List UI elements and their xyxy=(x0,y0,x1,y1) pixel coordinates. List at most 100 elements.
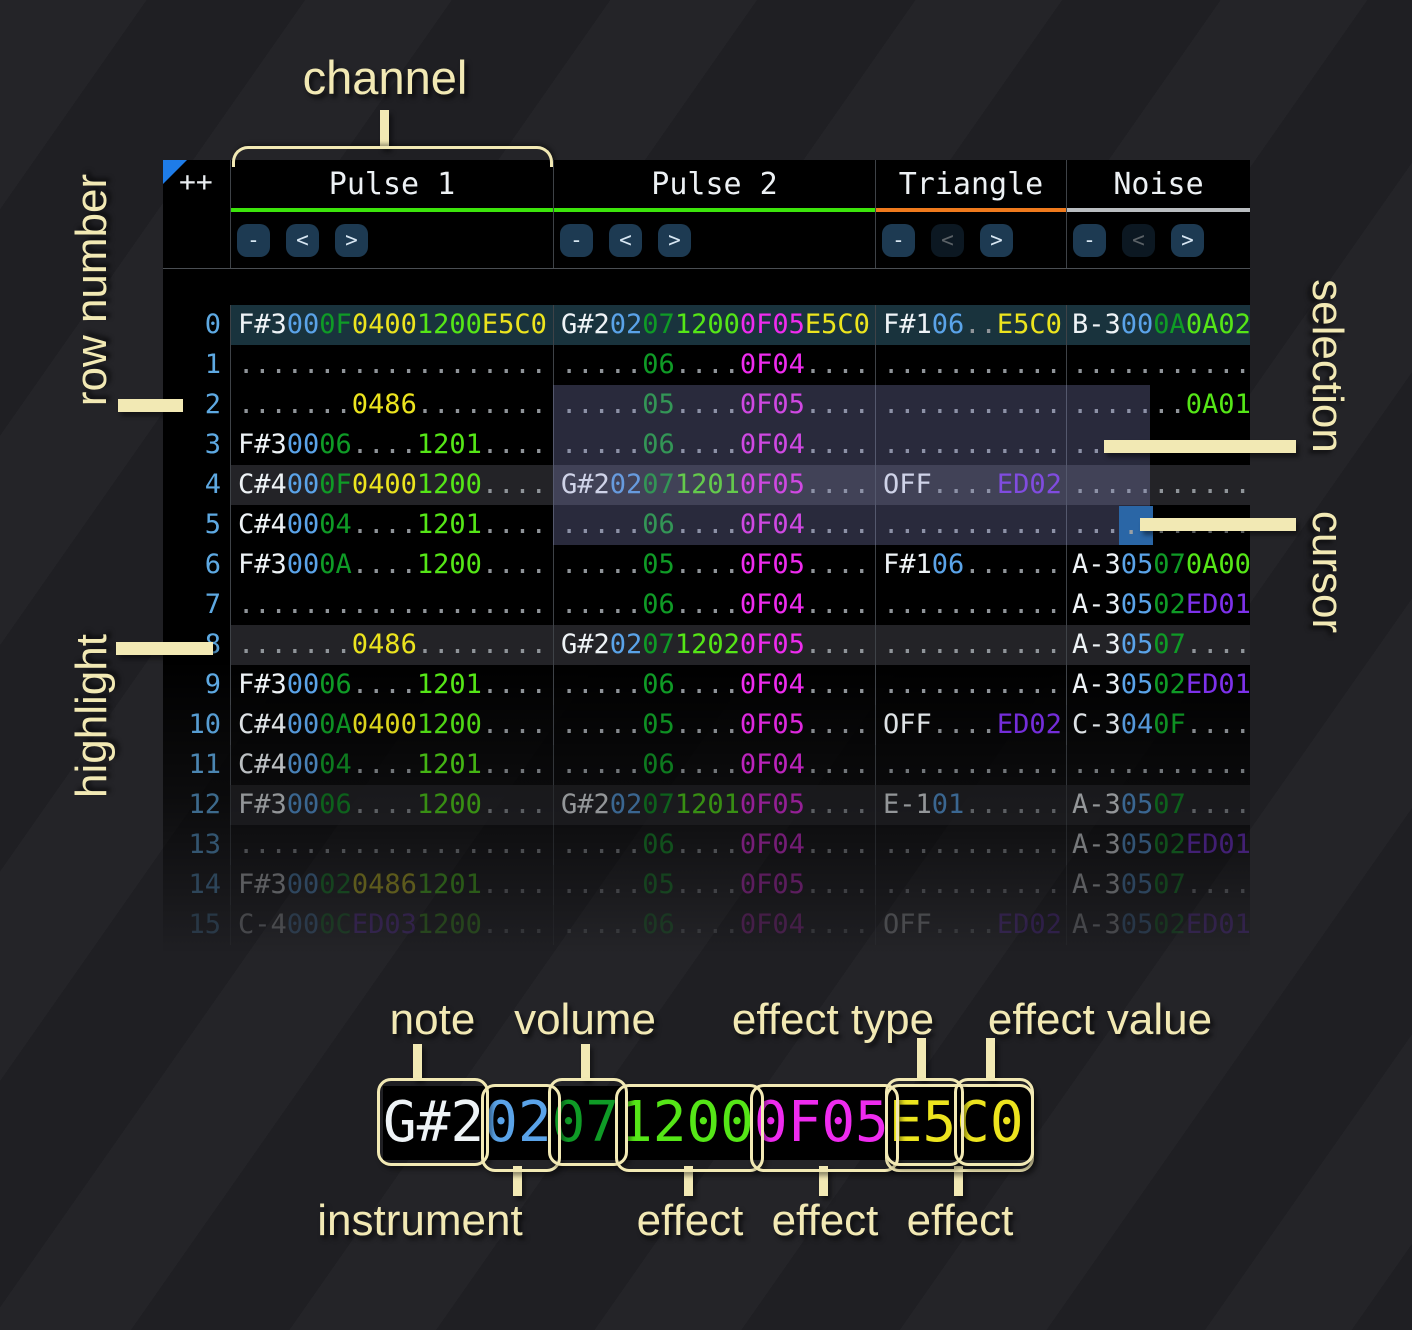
cell-pulse2-row-11[interactable]: .....06....0F04.... xyxy=(553,745,875,785)
row-number-15[interactable]: 15 xyxy=(188,909,221,940)
pulse1-left-arrow-button[interactable]: < xyxy=(286,223,319,257)
cell-pulse2-row-14[interactable]: .....05....0F05.... xyxy=(553,865,875,905)
cell-noise-row-1[interactable]: ........... xyxy=(1066,345,1250,385)
noise-minus-button[interactable]: - xyxy=(1073,223,1106,257)
cell-triangle-row-10[interactable]: OFF....ED02 xyxy=(875,705,1066,745)
cell-pulse2-row-5[interactable]: .....06....0F04.... xyxy=(553,505,875,545)
cell-pulse2-row-6[interactable]: .....05....0F05.... xyxy=(553,545,875,585)
row-number-6[interactable]: 6 xyxy=(204,549,221,580)
row-number-12[interactable]: 12 xyxy=(188,789,221,820)
cell-noise-row-12[interactable]: A-30507.... xyxy=(1066,785,1250,825)
cell-triangle-row-12[interactable]: E-101...... xyxy=(875,785,1066,825)
cell-noise-row-13[interactable]: A-30502ED01 xyxy=(1066,825,1250,865)
cell-pulse2-row-15[interactable]: .....06....0F04.... xyxy=(553,905,875,945)
cell-pulse1-row-4[interactable]: C#4000F04001200.... xyxy=(230,465,553,505)
row-number-7[interactable]: 7 xyxy=(204,589,221,620)
cell-triangle-row-11[interactable]: ........... xyxy=(875,745,1066,785)
cell-pulse2-row-9[interactable]: .....06....0F04.... xyxy=(553,665,875,705)
cell-pulse1-row-12[interactable]: F#30006....1200.... xyxy=(230,785,553,825)
cell-pulse1-row-6[interactable]: F#3000A....1200.... xyxy=(230,545,553,585)
legend-volume-box xyxy=(548,1078,628,1166)
noise-left-arrow-button[interactable]: < xyxy=(1122,223,1155,257)
cell-pulse2-row-2[interactable]: .....05....0F05.... xyxy=(553,385,875,425)
row-number-4[interactable]: 4 xyxy=(204,469,221,500)
channel-title-triangle[interactable]: Triangle xyxy=(898,167,1044,202)
cell-pulse1-row-1[interactable]: ................... xyxy=(230,345,553,385)
pulse2-left-arrow-button[interactable]: < xyxy=(609,223,642,257)
cell-triangle-row-2[interactable]: ........... xyxy=(875,385,1066,425)
cell-triangle-row-0[interactable]: F#106..E5C0 xyxy=(875,305,1066,345)
cell-noise-row-14[interactable]: A-30507.... xyxy=(1066,865,1250,905)
triangle-right-arrow-button[interactable]: > xyxy=(980,223,1013,257)
channel-underline-noise xyxy=(1067,208,1250,212)
cell-pulse2-row-10[interactable]: .....05....0F05.... xyxy=(553,705,875,745)
cell-noise-row-11[interactable]: ........... xyxy=(1066,745,1250,785)
cell-pulse1-row-15[interactable]: C-4000CED031200.... xyxy=(230,905,553,945)
cell-noise-row-9[interactable]: A-30502ED01 xyxy=(1066,665,1250,705)
row-number-10[interactable]: 10 xyxy=(188,709,221,740)
cell-pulse2-row-8[interactable]: G#2020712020F05.... xyxy=(553,625,875,665)
triangle-minus-button[interactable]: - xyxy=(882,223,915,257)
row-number-0[interactable]: 0 xyxy=(204,309,221,340)
cell-noise-row-2[interactable]: .......0A01 xyxy=(1066,385,1250,425)
row-number-1[interactable]: 1 xyxy=(204,349,221,380)
row-number-5[interactable]: 5 xyxy=(204,509,221,540)
cell-pulse2-row-3[interactable]: .....06....0F04.... xyxy=(553,425,875,465)
row-number-13[interactable]: 13 xyxy=(188,829,221,860)
channel-title-pulse1[interactable]: Pulse 1 xyxy=(328,167,456,202)
cell-triangle-row-15[interactable]: OFF....ED02 xyxy=(875,905,1066,945)
cell-pulse1-row-2[interactable]: .......0486........ xyxy=(230,385,553,425)
cell-pulse1-row-13[interactable]: ................... xyxy=(230,825,553,865)
row-number-14[interactable]: 14 xyxy=(188,869,221,900)
row-number-11[interactable]: 11 xyxy=(188,749,221,780)
cell-triangle-row-1[interactable]: ........... xyxy=(875,345,1066,385)
channel-title-noise[interactable]: Noise xyxy=(1113,167,1204,202)
pulse2-right-arrow-button[interactable]: > xyxy=(658,223,691,257)
cell-pulse1-row-7[interactable]: ................... xyxy=(230,585,553,625)
cell-triangle-row-7[interactable]: ........... xyxy=(875,585,1066,625)
cell-noise-row-6[interactable]: A-305070A00 xyxy=(1066,545,1250,585)
cell-pulse2-row-7[interactable]: .....06....0F04.... xyxy=(553,585,875,625)
row-number-3[interactable]: 3 xyxy=(204,429,221,460)
add-pattern-button[interactable]: ++ xyxy=(179,165,213,198)
annotation-effect3-line xyxy=(954,1166,963,1196)
cell-noise-row-4[interactable]: ........... xyxy=(1066,465,1250,505)
cell-pulse1-row-14[interactable]: F#3000204861201.... xyxy=(230,865,553,905)
cell-triangle-row-14[interactable]: ........... xyxy=(875,865,1066,905)
cell-pulse1-row-5[interactable]: C#40004....1201.... xyxy=(230,505,553,545)
cell-triangle-row-8[interactable]: ........... xyxy=(875,625,1066,665)
pattern-row-9: 9 F#30006....1201.... .....06....0F04.....… xyxy=(163,665,1250,705)
cell-triangle-row-3[interactable]: ........... xyxy=(875,425,1066,465)
cell-pulse2-row-12[interactable]: G#2020712010F05.... xyxy=(553,785,875,825)
noise-right-arrow-button[interactable]: > xyxy=(1171,223,1204,257)
row-number-2[interactable]: 2 xyxy=(204,389,221,420)
cell-pulse2-row-0[interactable]: G#2020712000F05E5C0 xyxy=(553,305,875,345)
cell-triangle-row-6[interactable]: F#106...... xyxy=(875,545,1066,585)
cell-triangle-row-9[interactable]: ........... xyxy=(875,665,1066,705)
channel-title-pulse2[interactable]: Pulse 2 xyxy=(651,167,778,202)
cell-triangle-row-5[interactable]: ........... xyxy=(875,505,1066,545)
pulse2-minus-button[interactable]: - xyxy=(560,223,593,257)
cell-pulse2-row-1[interactable]: .....06....0F04.... xyxy=(553,345,875,385)
cell-noise-row-0[interactable]: B-3000A0A02 xyxy=(1066,305,1250,345)
cell-pulse1-row-0[interactable]: F#3000F04001200E5C0 xyxy=(230,305,553,345)
cell-pulse1-row-11[interactable]: C#40004....1201.... xyxy=(230,745,553,785)
cell-pulse1-row-10[interactable]: C#4000A04001200.... xyxy=(230,705,553,745)
cell-pulse1-row-9[interactable]: F#30006....1201.... xyxy=(230,665,553,705)
cell-noise-row-15[interactable]: A-30502ED01 xyxy=(1066,905,1250,945)
cell-noise-row-8[interactable]: A-30507.... xyxy=(1066,625,1250,665)
cell-noise-row-10[interactable]: C-3040F.... xyxy=(1066,705,1250,745)
cell-triangle-row-4[interactable]: OFF....ED02 xyxy=(875,465,1066,505)
corner-cell[interactable]: ++ xyxy=(163,160,230,268)
annotation-highlight-line xyxy=(116,642,213,655)
cell-noise-row-7[interactable]: A-30502ED01 xyxy=(1066,585,1250,625)
cell-pulse2-row-13[interactable]: .....06....0F04.... xyxy=(553,825,875,865)
pulse1-right-arrow-button[interactable]: > xyxy=(335,223,368,257)
triangle-left-arrow-button[interactable]: < xyxy=(931,223,964,257)
cell-triangle-row-13[interactable]: ........... xyxy=(875,825,1066,865)
cell-pulse1-row-8[interactable]: .......0486........ xyxy=(230,625,553,665)
row-number-9[interactable]: 9 xyxy=(204,669,221,700)
cell-pulse2-row-4[interactable]: G#2020712010F05.... xyxy=(553,465,875,505)
pulse1-minus-button[interactable]: - xyxy=(237,223,270,257)
cell-pulse1-row-3[interactable]: F#30006....1201.... xyxy=(230,425,553,465)
